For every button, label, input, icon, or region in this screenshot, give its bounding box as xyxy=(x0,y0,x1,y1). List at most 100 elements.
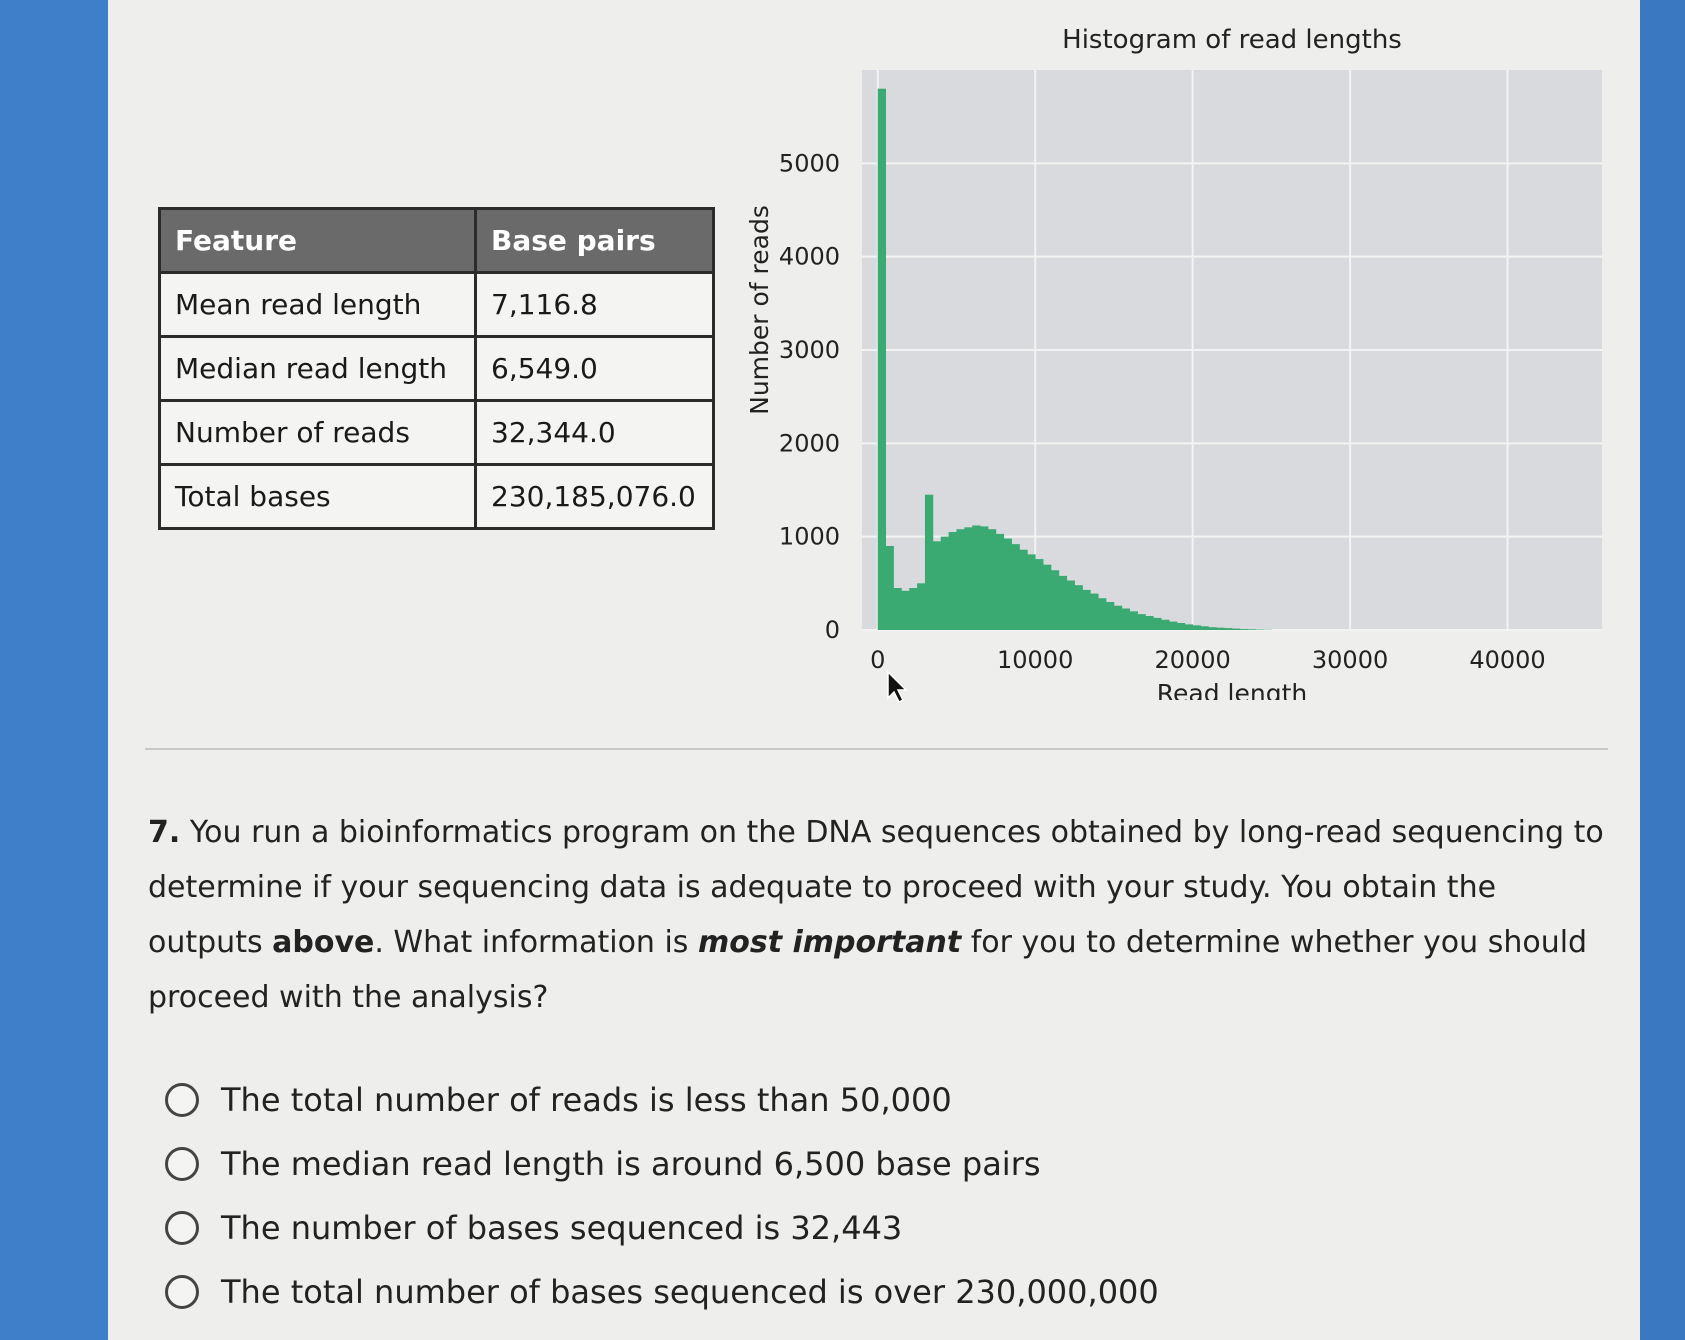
table-header-feature: Feature xyxy=(158,207,477,274)
x-tick-label: 40000 xyxy=(1469,646,1545,674)
x-tick-label: 20000 xyxy=(1154,646,1230,674)
answer-options: The total number of reads is less than 5… xyxy=(165,1068,1159,1324)
answer-option-label: The total number of reads is less than 5… xyxy=(221,1081,952,1119)
histogram-bar xyxy=(1129,611,1138,630)
histogram-bar xyxy=(1113,605,1123,630)
histogram-bar xyxy=(1239,629,1249,630)
histogram-bar xyxy=(901,590,910,630)
stats-table: Feature Base pairs Mean read length 7,11… xyxy=(158,207,715,530)
histogram-bar xyxy=(1137,614,1146,630)
y-tick-label: 5000 xyxy=(779,149,840,177)
y-tick-label: 1000 xyxy=(779,523,840,551)
histogram-bar xyxy=(877,88,887,630)
histogram-bar xyxy=(1082,589,1091,630)
histogram-bar xyxy=(1208,627,1217,630)
histogram-bar xyxy=(1153,617,1162,630)
table-cell-feature: Median read length xyxy=(158,335,477,402)
histogram-bar xyxy=(1192,625,1201,630)
table-cell-value: 230,185,076.0 xyxy=(474,463,715,530)
histogram-bar xyxy=(995,533,1005,630)
table-cell-feature: Total bases xyxy=(158,463,477,530)
table-cell-feature: Mean read length xyxy=(158,271,477,338)
histogram-bar xyxy=(1145,616,1154,630)
table-row: Median read length 6,549.0 xyxy=(158,335,715,402)
histogram-bar xyxy=(980,526,989,630)
histogram-bar xyxy=(1200,626,1209,630)
answer-option-2[interactable]: The median read length is around 6,500 b… xyxy=(165,1132,1159,1196)
table-cell-value: 32,344.0 xyxy=(474,399,715,466)
histogram-bar xyxy=(1003,538,1012,630)
histogram-chart: 0 10000 20000 30000 40000 0 1000 2000 3000 4000 50… xyxy=(745,25,1602,700)
table-row: Number of reads 32,344.0 xyxy=(158,399,715,466)
answer-option-3[interactable]: The number of bases sequenced is 32,443 xyxy=(165,1196,1159,1260)
radio-button[interactable] xyxy=(165,1083,199,1117)
histogram-bar xyxy=(1043,564,1052,630)
histogram-bar xyxy=(1247,629,1257,630)
histogram-bar xyxy=(1011,544,1020,630)
histogram-bar xyxy=(1090,593,1099,630)
table-row: Total bases 230,185,076.0 xyxy=(158,463,715,530)
y-axis-label: Number of reads xyxy=(745,205,774,415)
histogram-bar xyxy=(1027,554,1036,630)
histogram-bar xyxy=(893,588,902,630)
table-header-row: Feature Base pairs xyxy=(158,207,715,274)
histogram-bar xyxy=(948,532,957,630)
y-tick-label: 2000 xyxy=(779,429,840,457)
question-number: 7. xyxy=(148,815,181,850)
histogram-bar xyxy=(932,541,942,630)
answer-option-1[interactable]: The total number of reads is less than 5… xyxy=(165,1068,1159,1132)
radio-button[interactable] xyxy=(165,1275,199,1309)
histogram-bar xyxy=(1098,598,1107,630)
table-header-base-pairs: Base pairs xyxy=(474,207,715,274)
y-tick-label: 3000 xyxy=(779,336,840,364)
x-tick-label: 0 xyxy=(870,646,885,674)
screen-edge xyxy=(1640,0,1685,1340)
radio-button[interactable] xyxy=(165,1147,199,1181)
table-cell-feature: Number of reads xyxy=(158,399,477,466)
histogram-bar xyxy=(1216,627,1225,630)
x-tick-label: 10000 xyxy=(997,646,1073,674)
x-tick-label: 30000 xyxy=(1312,646,1388,674)
table-cell-value: 6,549.0 xyxy=(474,335,715,402)
question-text-part: . What information is xyxy=(374,925,698,960)
x-axis-label: Read length xyxy=(1157,679,1307,700)
question-text-part: for you to determine whether you should … xyxy=(148,925,1588,1015)
histogram-bar xyxy=(972,525,981,630)
histogram-bar xyxy=(1058,575,1068,630)
y-tick-label: 4000 xyxy=(779,243,840,271)
histogram-bar xyxy=(1035,559,1044,630)
answer-option-4[interactable]: The total number of bases sequenced is o… xyxy=(165,1260,1159,1324)
section-divider xyxy=(145,748,1608,750)
table-cell-value: 7,116.8 xyxy=(474,271,715,338)
question-text: 7. You run a bioinformatics program on t… xyxy=(148,805,1608,1025)
answer-option-label: The total number of bases sequenced is o… xyxy=(221,1273,1159,1311)
histogram-bar xyxy=(1224,628,1233,630)
histogram-bar xyxy=(1019,549,1028,630)
histogram-bar xyxy=(924,494,934,630)
histogram-bar xyxy=(917,583,926,630)
histogram-bar xyxy=(1106,602,1115,630)
histogram-bar xyxy=(1232,628,1241,630)
y-tick-label: 0 xyxy=(825,616,840,644)
question-above: above xyxy=(272,925,375,960)
histogram-bar xyxy=(956,529,965,630)
histogram-bar xyxy=(885,546,894,630)
histogram-bar xyxy=(909,588,918,630)
histogram-bar xyxy=(1050,570,1060,630)
mouse-cursor-icon xyxy=(886,670,910,708)
answer-option-label: The number of bases sequenced is 32,443 xyxy=(221,1209,903,1247)
histogram-bar xyxy=(1169,621,1178,630)
table-row: Mean read length 7,116.8 xyxy=(158,271,715,338)
histogram-bar xyxy=(1121,608,1131,630)
histogram-bar xyxy=(940,536,949,630)
histogram-bar xyxy=(964,527,973,630)
histogram-bar xyxy=(1161,619,1170,630)
question-emphasis: most important xyxy=(697,925,962,960)
chart-title: Histogram of read lengths xyxy=(1062,25,1402,55)
radio-button[interactable] xyxy=(165,1211,199,1245)
question-text-part: You run a bioinformatics program on the … xyxy=(148,815,1604,960)
histogram-bar xyxy=(987,529,997,630)
histogram-bar xyxy=(1176,623,1186,630)
histogram-bar xyxy=(1074,585,1083,630)
histogram-bar xyxy=(1184,624,1194,630)
